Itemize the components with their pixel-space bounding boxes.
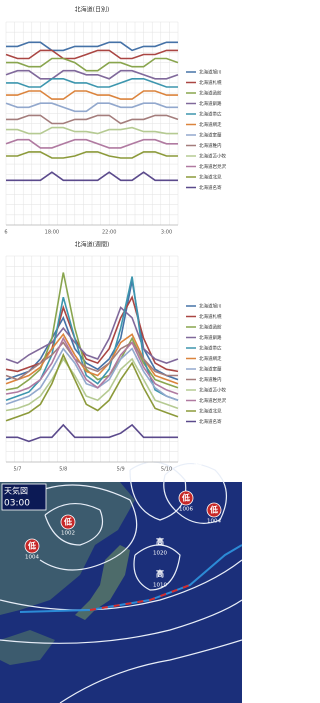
legend-label: 北海道室蘭 (199, 366, 222, 373)
system-label: 高 (156, 569, 164, 579)
system-pressure: 1004 (207, 519, 221, 525)
legend-label: 北海道苫小牧 (199, 387, 226, 394)
legend-label: 北海道旭川 (199, 69, 222, 76)
system-label: 高 (156, 537, 164, 547)
legend-label: 北海道北見 (199, 408, 222, 415)
x-tick-label: 22:00 (102, 230, 116, 236)
legend-label: 北海道苫小牧 (199, 153, 226, 160)
legend-label: 北海道名寄 (199, 418, 222, 425)
x-tick-label: 5/9 (117, 467, 125, 473)
legend-label: 北海道名寄 (199, 184, 222, 191)
page: 天気図 03:00 低 1002 低 1004 高 1020 高 1020 低 1006 低 1004… (0, 0, 242, 703)
system-label: 低 (63, 517, 72, 527)
system-label: 高 (146, 457, 154, 467)
legend-label: 北海道函館 (199, 324, 222, 331)
legend-label: 北海道帯広 (199, 111, 222, 118)
legend-label: 北海道札幌 (199, 313, 222, 320)
weather-map: 天気図 03:00 低 1002 低 1004 高 1020 高 1020 低 1006 低 1004… (0, 457, 242, 703)
system-label: 低 (181, 493, 190, 503)
legend-label: 北海道函館 (199, 90, 222, 97)
legend-label: 北海道札幌 (199, 79, 222, 86)
legend-label: 北海道釧路 (199, 334, 222, 341)
legend-label: 北海道稚内 (199, 142, 222, 149)
system-label: 低 (209, 505, 218, 515)
system-label: 低 (27, 541, 36, 551)
x-tick-label: 3:00 (161, 230, 172, 236)
system-pressure: 1020 (191, 471, 205, 477)
system-pressure: 1002 (61, 531, 75, 537)
system-pressure: 1004 (25, 555, 39, 561)
x-tick-label: 5/10 (161, 467, 172, 473)
x-tick-label: 5/8 (59, 467, 67, 473)
x-tick-label: 5/7 (13, 467, 21, 473)
legend-label: 北海道釧路 (199, 100, 222, 107)
legend-label: 北海道北見 (199, 174, 222, 181)
legend-label: 北海道稚内 (199, 376, 222, 383)
legend-label: 北海道旭川 (199, 303, 222, 310)
system-pressure: 1006 (179, 507, 193, 513)
x-tick-label: 6 (4, 230, 7, 236)
legend-label: 北海道帯広 (199, 345, 222, 352)
chart-title: 北海道(週間) (75, 241, 110, 249)
legend-label: 北海道岩見沢 (199, 163, 226, 170)
legend-label: 北海道岩見沢 (199, 397, 226, 404)
legend-label: 北海道室蘭 (199, 132, 222, 139)
x-tick-label: 18:00 (45, 230, 59, 236)
legend-label: 北海道網走 (199, 355, 222, 362)
map-title: 天気図 (4, 486, 28, 496)
system-label: 高 (194, 457, 202, 467)
system-pressure: 1010 (153, 583, 167, 589)
system-pressure: 1020 (153, 551, 167, 557)
legend-label: 北海道網走 (199, 121, 222, 128)
chart-title: 北海道(日別) (75, 6, 110, 14)
system-pressure: 1020 (143, 471, 157, 477)
map-time: 03:00 (4, 499, 30, 509)
